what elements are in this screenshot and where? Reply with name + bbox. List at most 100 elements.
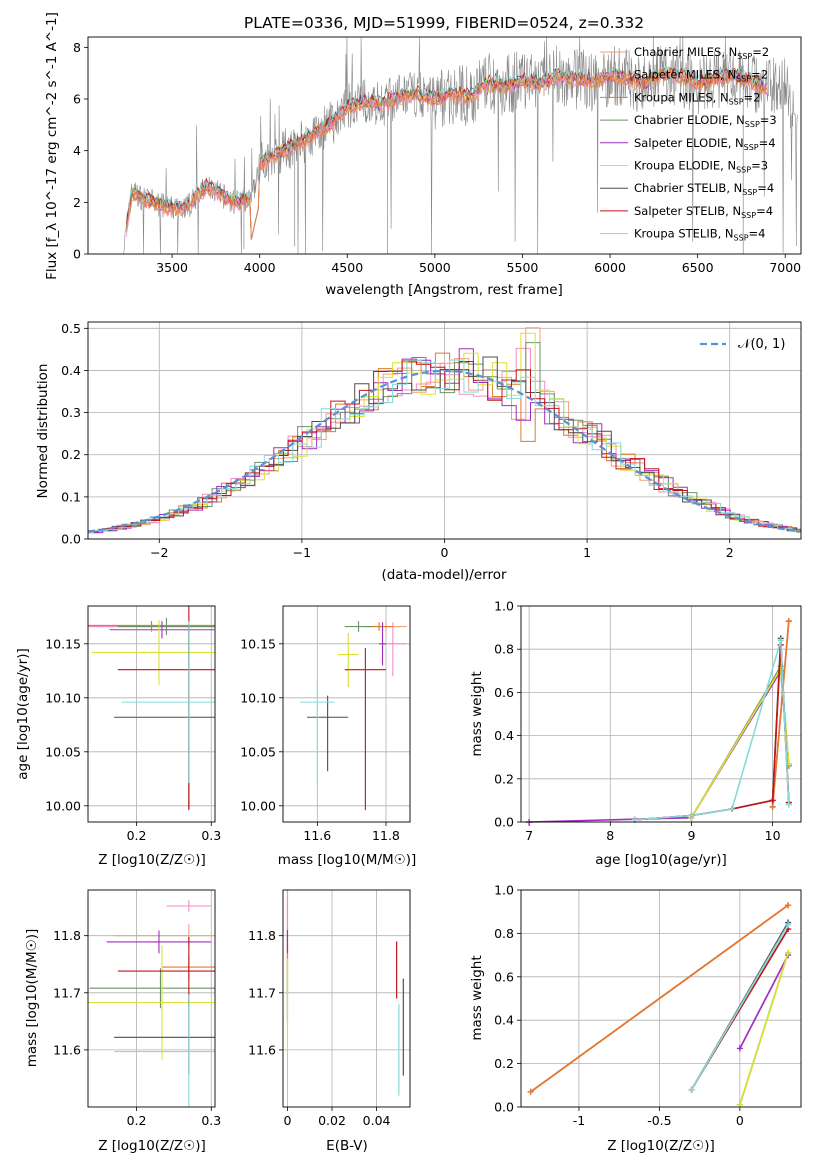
x-tick-label: 2 (726, 545, 734, 560)
x-axis-label: Z [log10(Z/Z☉)] (98, 852, 206, 868)
y-tick-label: 6 (73, 92, 81, 107)
y-tick-label: 0.6 (494, 685, 514, 700)
y-tick-label: 10.00 (240, 798, 276, 813)
y-tick-label: 0.1 (61, 489, 81, 504)
series-line (634, 640, 790, 821)
y-tick-label: 0.6 (494, 969, 514, 984)
axes-frame (282, 889, 411, 1108)
y-tick-label: 4 (73, 143, 81, 158)
series-line (634, 644, 790, 821)
x-axis-label: Z [log10(Z/Z☉)] (98, 1138, 206, 1154)
x-tick-label: 3500 (156, 260, 188, 275)
x-tick-label: 0.3 (201, 1113, 221, 1128)
y-tick-label: 10.15 (45, 636, 81, 651)
y-axis-label: Flux [f_λ 10^-17 erg cm^-2 s^-1 A^-1] (44, 12, 60, 280)
x-tick-label: 0.2 (127, 828, 147, 843)
y-tick-label: 0.5 (61, 321, 81, 336)
series-line (634, 638, 790, 821)
y-tick-label: 0.2 (494, 1056, 514, 1071)
series-line (530, 904, 789, 1093)
axes-frame (520, 889, 802, 1108)
x-axis-label: age [log10(age/yr)] (595, 852, 727, 868)
data-point (785, 949, 792, 956)
axes-frame (520, 605, 802, 823)
observed-spectrum (123, 36, 798, 255)
legend-label: Chabrier ELODIE, NSSP=3 (634, 113, 777, 129)
x-axis-label: mass [log10(M/M☉)] (278, 852, 417, 868)
y-tick-label: 0.2 (494, 771, 514, 786)
series-line (739, 952, 789, 1106)
y-tick-label: 10.05 (45, 744, 81, 759)
y-tick-label: 11.7 (248, 985, 276, 1000)
series-line (739, 954, 789, 1049)
data-point (688, 812, 695, 819)
y-tick-label: 11.6 (248, 1042, 276, 1057)
legend-label: Kroupa STELIB, NSSP=4 (634, 227, 766, 243)
y-tick-label: 0.4 (61, 363, 81, 378)
x-tick-label: 0.2 (127, 1113, 147, 1128)
y-tick-label: 11.8 (248, 928, 276, 943)
y-tick-label: 10.05 (240, 744, 276, 759)
legend-label: Kroupa ELODIE, NSSP=3 (634, 159, 768, 175)
x-tick-label: 0 (283, 1113, 291, 1128)
chart-title: PLATE=0336, MJD=51999, FIBERID=0524, z=0… (244, 14, 644, 32)
data-point (777, 637, 784, 644)
plot-area (300, 621, 407, 811)
y-tick-label: 1.0 (494, 599, 514, 614)
axes-frame (87, 605, 216, 823)
histogram-step (88, 360, 801, 534)
x-tick-label: 4000 (244, 260, 276, 275)
legend-label: Kroupa MILES, NSSP=2 (634, 90, 761, 106)
y-axis-label: Normed distribution (35, 364, 51, 499)
axes-frame (87, 889, 216, 1108)
x-tick-label: 7000 (769, 260, 801, 275)
model-spectrum-line (126, 68, 768, 240)
y-axis-label: mass weight (469, 671, 485, 756)
normal-curve (87, 369, 802, 533)
y-tick-label: 10.10 (45, 690, 81, 705)
data-point (729, 806, 736, 813)
histogram-step (88, 359, 801, 534)
y-tick-label: 11.7 (53, 985, 81, 1000)
x-tick-label: −1 (293, 545, 311, 560)
y-tick-label: 0.2 (61, 447, 81, 462)
x-tick-label: 10 (765, 828, 781, 843)
plot-area (88, 900, 215, 1107)
x-tick-label: 1 (583, 545, 591, 560)
data-point (527, 1088, 534, 1095)
y-tick-label: 11.8 (53, 928, 81, 943)
y-tick-label: 0.8 (494, 926, 514, 941)
legend-label: Chabrier STELIB, NSSP=4 (634, 181, 774, 197)
data-point (736, 1045, 743, 1052)
x-tick-label: 11.8 (372, 828, 400, 843)
data-point (769, 803, 776, 810)
axes-frame (87, 321, 802, 540)
x-tick-label: -1 (573, 1113, 585, 1128)
x-tick-label: 4500 (331, 260, 363, 275)
data-point (785, 921, 792, 928)
y-tick-label: 8 (73, 40, 81, 55)
y-tick-label: 2 (73, 195, 81, 210)
x-tick-label: 6500 (682, 260, 714, 275)
legend-label: Chabrier MILES, NSSP=2 (634, 45, 769, 61)
x-tick-label: 0.02 (318, 1113, 346, 1128)
x-axis-label: wavelength [Angstrom, rest frame] (325, 282, 563, 298)
x-tick-label: 5000 (419, 260, 451, 275)
y-tick-label: 0.4 (494, 1013, 514, 1028)
x-tick-label: 9 (687, 828, 695, 843)
data-point (785, 801, 792, 808)
axes-frame (282, 605, 411, 823)
y-tick-label: 0.0 (494, 1100, 514, 1115)
y-tick-label: 10.10 (240, 690, 276, 705)
x-axis-label: E(B-V) (326, 1138, 368, 1154)
y-tick-label: 11.6 (53, 1042, 81, 1057)
y-tick-label: 10.15 (240, 636, 276, 651)
x-tick-label: 5500 (507, 260, 539, 275)
data-point (769, 797, 776, 804)
x-tick-label: 11.6 (303, 828, 331, 843)
plot-area (88, 606, 215, 811)
x-tick-label: 8 (606, 828, 614, 843)
x-tick-label: 6000 (594, 260, 626, 275)
y-tick-label: 10.00 (45, 798, 81, 813)
